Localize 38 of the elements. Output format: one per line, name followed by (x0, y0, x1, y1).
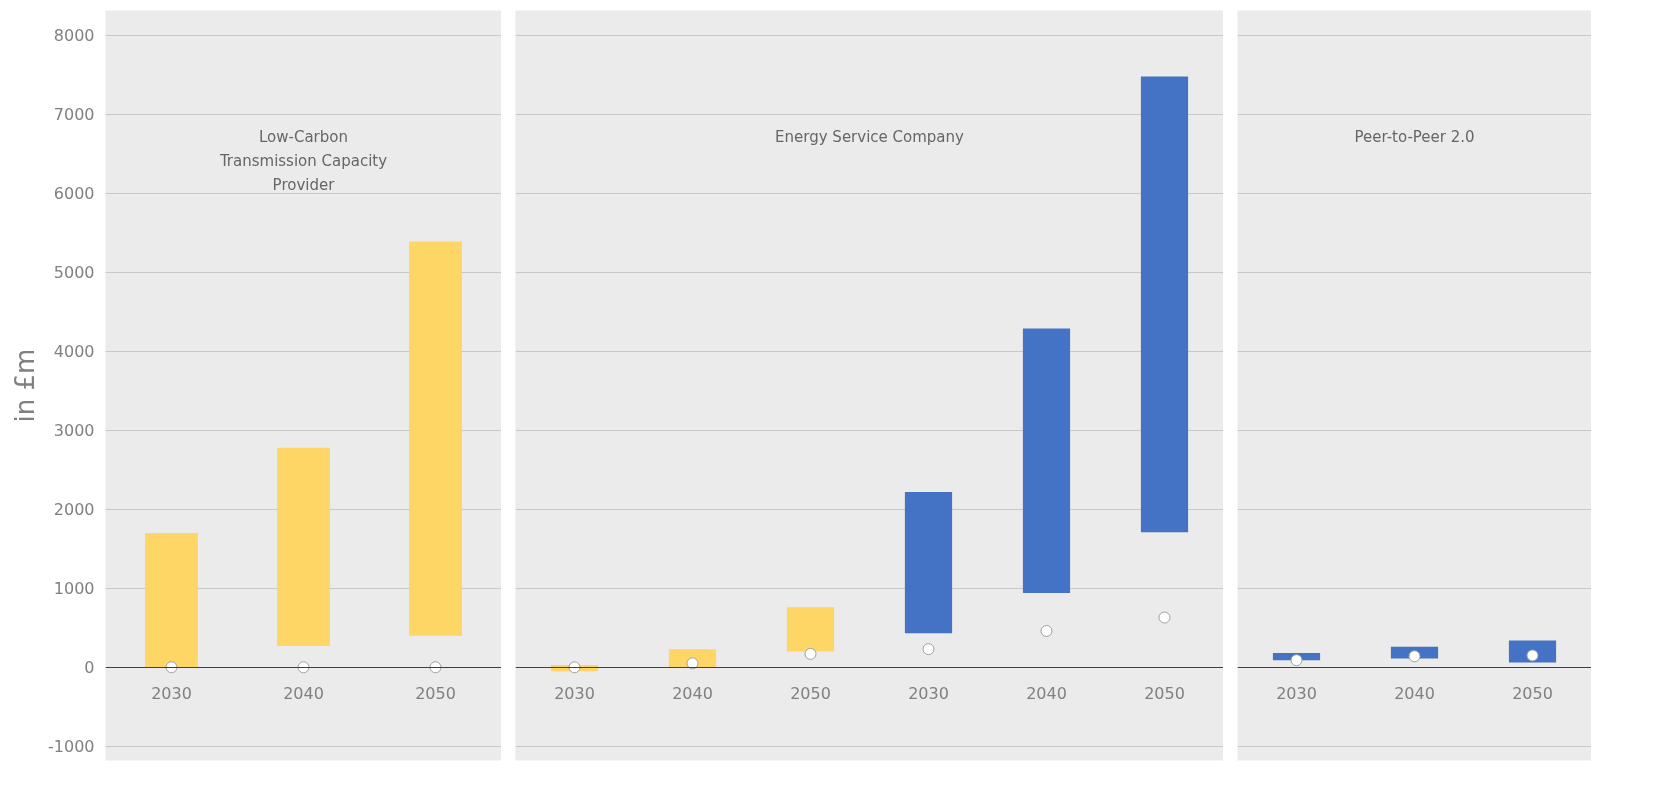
x-tick-label: 2040 (1394, 684, 1435, 704)
x-tick-label: 2030 (151, 684, 192, 704)
y-tick-label: 6000 (53, 184, 95, 204)
text: Low-Carbon Transmission Capacity Provider (218, 127, 388, 195)
x-tick-label: 2030 (554, 684, 595, 704)
y-tick-label: -1000 (48, 737, 95, 757)
bar (145, 533, 198, 668)
y-axis-title: in £m (10, 348, 41, 423)
point (568, 661, 581, 674)
y-tick-label: 2000 (53, 500, 95, 520)
text: Peer-to-Peer 2.0 (1354, 127, 1475, 146)
point (804, 647, 817, 660)
x-tick-label: 2050 (1144, 684, 1185, 704)
y-tick-label: 3000 (53, 421, 95, 441)
x-tick-label: 2030 (1276, 684, 1317, 704)
y-tick-label: 5000 (53, 263, 95, 283)
x-tick-label: 2040 (1026, 684, 1067, 704)
y-tick-label: 0 (84, 658, 95, 678)
x-tick-label: 2040 (672, 684, 713, 704)
y-tick-label: 1000 (53, 579, 95, 599)
x-tick-label: 2050 (415, 684, 456, 704)
bar (277, 447, 330, 646)
bar (409, 241, 462, 636)
bar (786, 607, 835, 652)
bar (904, 491, 953, 634)
point (922, 643, 935, 656)
y-tick-label: 8000 (53, 26, 95, 46)
point (1158, 611, 1171, 624)
y-tick-label: 7000 (53, 105, 95, 125)
x-tick-label: 2040 (283, 684, 324, 704)
text: Energy Service Company (775, 127, 965, 146)
point (1040, 624, 1053, 637)
y-tick-label: 4000 (53, 342, 95, 362)
x-tick-label: 2030 (908, 684, 949, 704)
bar (1140, 76, 1189, 533)
x-tick-label: 2050 (1512, 684, 1553, 704)
bar (1022, 328, 1071, 594)
x-tick-label: 2050 (790, 684, 831, 704)
